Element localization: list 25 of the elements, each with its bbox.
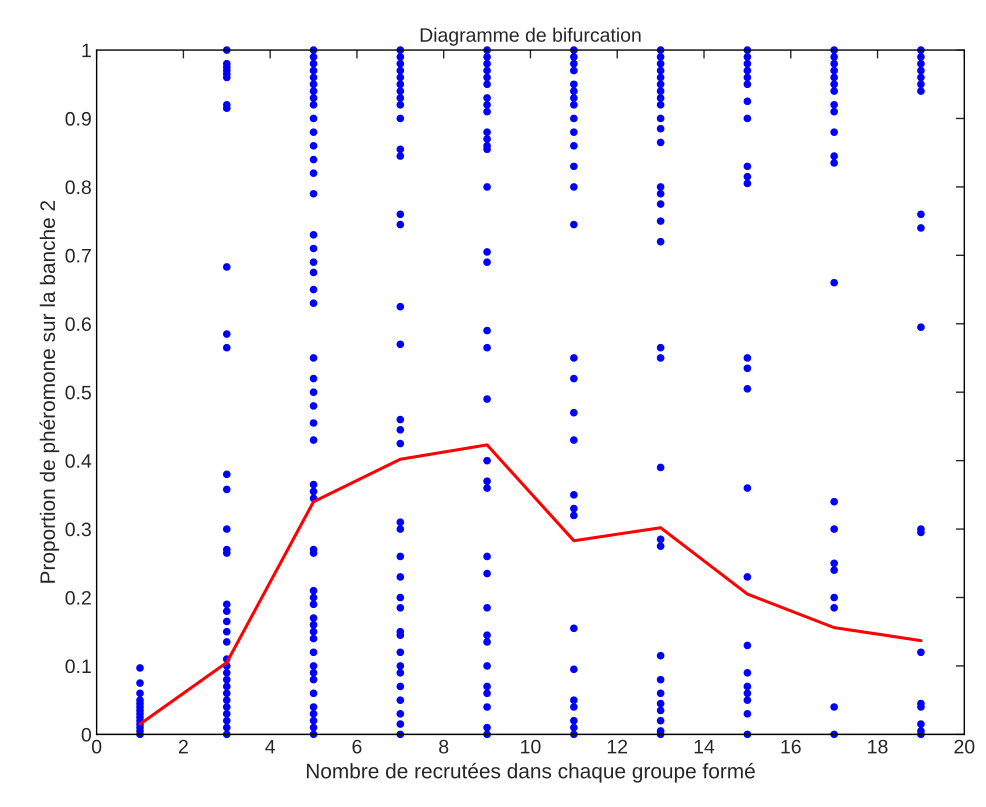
y-tick-label: 0.2 <box>66 590 91 605</box>
x-tick-label: 6 <box>352 740 362 754</box>
y-tick-label: 0.3 <box>66 522 91 536</box>
x-tick-label: 4 <box>265 740 275 754</box>
x-axis-title: Nombre de recrutées dans chaque groupe formé <box>306 762 755 783</box>
x-tick-label: 2 <box>178 740 188 754</box>
x-tick-label: 0 <box>92 740 102 754</box>
y-tick-label: 0.5 <box>66 386 91 400</box>
y-tick-label: 0 <box>82 728 92 742</box>
y-tick-label: 0.7 <box>66 248 91 263</box>
x-tick-label: 14 <box>694 740 714 754</box>
x-tick-label: 8 <box>439 740 448 754</box>
y-tick-label: 0.8 <box>66 180 91 194</box>
x-tick-label: 16 <box>781 740 801 754</box>
chart-title: Diagramme de bifurcation <box>420 28 641 46</box>
x-tick-label: 20 <box>954 740 974 754</box>
x-tick-label: 18 <box>868 740 888 754</box>
x-tick-label: 10 <box>521 740 541 754</box>
y-tick-label: 0.4 <box>66 454 92 468</box>
x-tick-label: 12 <box>608 740 628 754</box>
y-tick-label: 1 <box>82 44 91 58</box>
y-tick-label: 0.1 <box>66 659 91 674</box>
y-tick-label: 0.9 <box>66 112 91 126</box>
y-tick-label: 0.6 <box>66 317 91 332</box>
y-axis-title: Proportion de phéromone sur la banche 2 <box>40 200 60 583</box>
